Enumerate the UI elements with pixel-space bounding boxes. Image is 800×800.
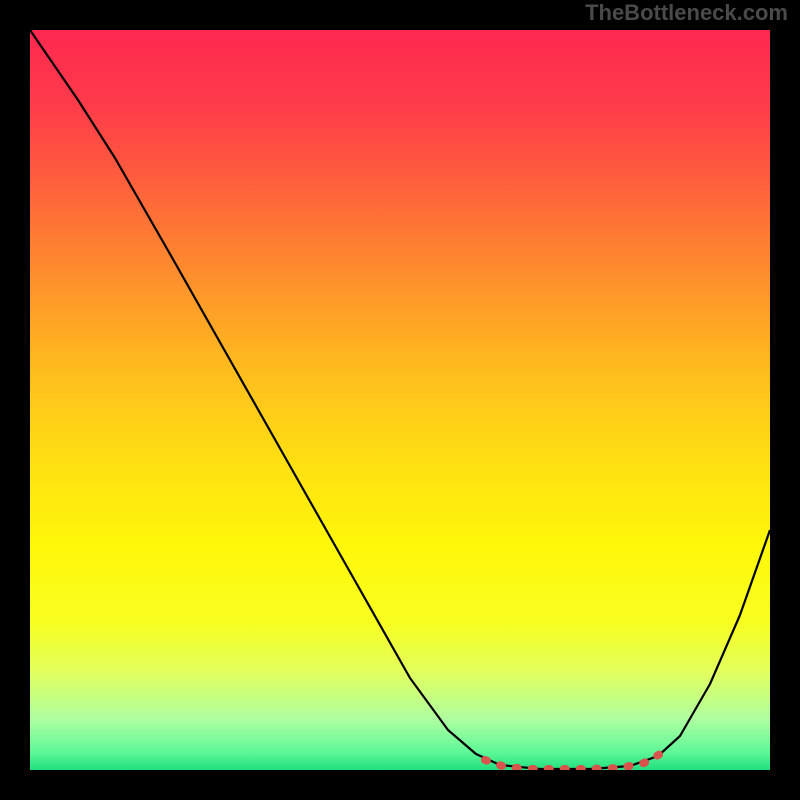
attribution-label: TheBottleneck.com (585, 0, 788, 26)
plot-area (30, 30, 770, 770)
chart-frame: TheBottleneck.com (0, 0, 800, 800)
chart-svg (30, 30, 770, 770)
